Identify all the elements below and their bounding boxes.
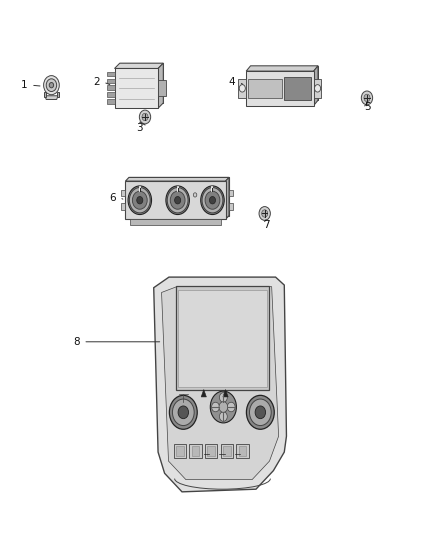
- Circle shape: [261, 210, 268, 217]
- Polygon shape: [229, 190, 233, 196]
- Polygon shape: [284, 77, 311, 100]
- Polygon shape: [44, 92, 46, 97]
- Polygon shape: [162, 287, 279, 480]
- Circle shape: [209, 197, 215, 204]
- Polygon shape: [191, 446, 199, 456]
- Circle shape: [129, 188, 150, 213]
- Polygon shape: [57, 92, 59, 97]
- Polygon shape: [248, 79, 282, 98]
- Circle shape: [219, 412, 227, 421]
- Circle shape: [170, 191, 185, 209]
- Circle shape: [128, 186, 152, 215]
- Polygon shape: [107, 71, 115, 76]
- Polygon shape: [221, 443, 233, 458]
- Polygon shape: [120, 63, 163, 103]
- Polygon shape: [223, 446, 231, 456]
- Circle shape: [205, 191, 220, 209]
- Polygon shape: [189, 443, 201, 458]
- Polygon shape: [107, 78, 115, 83]
- Text: 8: 8: [73, 337, 80, 347]
- Polygon shape: [237, 443, 249, 458]
- Polygon shape: [130, 219, 221, 224]
- Circle shape: [173, 399, 194, 425]
- Circle shape: [361, 91, 373, 105]
- Text: 4: 4: [229, 77, 235, 87]
- Polygon shape: [246, 66, 318, 71]
- Circle shape: [239, 85, 245, 92]
- Polygon shape: [238, 79, 246, 98]
- Polygon shape: [174, 443, 186, 458]
- Polygon shape: [154, 277, 286, 492]
- Polygon shape: [125, 181, 226, 219]
- Circle shape: [219, 402, 228, 413]
- Circle shape: [175, 197, 181, 204]
- Polygon shape: [178, 289, 267, 386]
- Polygon shape: [107, 92, 115, 97]
- Polygon shape: [229, 204, 233, 210]
- Circle shape: [170, 395, 197, 429]
- Polygon shape: [314, 66, 318, 106]
- Polygon shape: [314, 79, 321, 98]
- Text: 7: 7: [263, 220, 269, 230]
- Polygon shape: [207, 446, 215, 456]
- Polygon shape: [239, 446, 247, 456]
- Circle shape: [49, 83, 53, 88]
- Text: 6: 6: [109, 192, 116, 203]
- Bar: [286, 88, 300, 92]
- Polygon shape: [121, 190, 125, 196]
- Polygon shape: [158, 63, 163, 108]
- Circle shape: [314, 85, 321, 92]
- Circle shape: [210, 391, 237, 423]
- Polygon shape: [246, 71, 314, 106]
- Text: 2: 2: [93, 77, 99, 87]
- Text: 5: 5: [364, 102, 371, 112]
- Circle shape: [137, 197, 143, 204]
- Circle shape: [364, 94, 370, 102]
- Circle shape: [44, 76, 59, 95]
- Circle shape: [259, 207, 270, 220]
- Circle shape: [178, 406, 188, 419]
- Polygon shape: [205, 443, 217, 458]
- Circle shape: [255, 406, 265, 419]
- Polygon shape: [107, 99, 115, 104]
- Circle shape: [167, 188, 188, 213]
- Polygon shape: [176, 446, 184, 456]
- Polygon shape: [226, 177, 229, 219]
- Circle shape: [247, 395, 274, 429]
- Circle shape: [202, 188, 223, 213]
- Circle shape: [139, 110, 151, 124]
- Circle shape: [166, 186, 189, 215]
- Bar: [286, 78, 300, 81]
- Polygon shape: [121, 204, 125, 210]
- Circle shape: [142, 114, 148, 120]
- Polygon shape: [115, 68, 158, 108]
- Circle shape: [46, 79, 57, 92]
- Text: 1: 1: [21, 80, 27, 90]
- Polygon shape: [107, 85, 115, 90]
- Polygon shape: [158, 80, 166, 96]
- Polygon shape: [176, 286, 269, 390]
- Circle shape: [227, 402, 235, 412]
- Circle shape: [219, 393, 227, 402]
- Polygon shape: [45, 96, 58, 100]
- Bar: [286, 94, 300, 97]
- Circle shape: [250, 399, 271, 425]
- Bar: [286, 83, 300, 86]
- Polygon shape: [251, 66, 318, 100]
- Polygon shape: [201, 390, 206, 397]
- Text: 3: 3: [137, 123, 143, 133]
- Polygon shape: [125, 177, 229, 181]
- Polygon shape: [129, 177, 229, 216]
- Circle shape: [201, 186, 224, 215]
- Circle shape: [193, 193, 197, 197]
- Circle shape: [212, 402, 219, 412]
- Circle shape: [132, 191, 147, 209]
- Polygon shape: [223, 390, 228, 397]
- Polygon shape: [115, 63, 163, 68]
